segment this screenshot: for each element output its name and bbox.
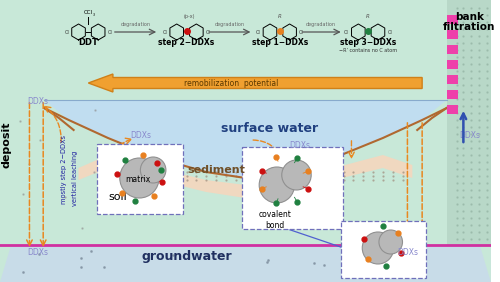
Text: degradation: degradation [214, 22, 244, 27]
Text: CCl: CCl [84, 10, 93, 15]
Bar [446, 60, 458, 69]
Bar [446, 105, 458, 114]
Text: DDXs: DDXs [130, 131, 151, 140]
Text: Cl: Cl [162, 30, 168, 35]
Text: Cl: Cl [388, 30, 392, 35]
Text: degradation: degradation [306, 22, 336, 27]
Text: Cl: Cl [299, 30, 304, 35]
Text: Cl: Cl [344, 30, 349, 35]
Text: step 1−DDXs: step 1−DDXs [252, 38, 308, 47]
Text: Cl: Cl [206, 30, 210, 35]
Text: sediment: sediment [187, 165, 245, 175]
Text: R: R [366, 14, 370, 19]
Text: Cl: Cl [108, 30, 112, 35]
Text: bank: bank [455, 12, 484, 22]
Circle shape [259, 167, 294, 203]
Text: (p-x): (p-x) [184, 14, 195, 19]
Text: soil: soil [108, 192, 127, 202]
Text: groundwater: groundwater [141, 250, 232, 263]
Text: DDXs: DDXs [27, 248, 48, 257]
Text: step 3−DDXs: step 3−DDXs [340, 38, 396, 47]
Bar [446, 45, 458, 54]
Polygon shape [78, 155, 412, 198]
Polygon shape [446, 0, 491, 245]
FancyBboxPatch shape [242, 147, 342, 229]
Circle shape [140, 157, 166, 183]
Text: Cl: Cl [64, 30, 69, 35]
Bar [446, 75, 458, 84]
Polygon shape [44, 100, 446, 178]
Bar [446, 30, 458, 39]
Text: DDXs: DDXs [27, 97, 48, 106]
Text: remobilization  potential: remobilization potential [184, 78, 278, 87]
Text: ₃: ₃ [92, 12, 94, 17]
Circle shape [362, 232, 394, 264]
Text: step 2−DDXs: step 2−DDXs [158, 38, 214, 47]
Text: R: R [278, 14, 281, 19]
Text: degradation: degradation [120, 22, 150, 27]
Bar [446, 90, 458, 99]
Text: DDT: DDT [78, 38, 98, 47]
Text: mostly step 2−DDXs: mostly step 2−DDXs [61, 135, 67, 204]
Text: −R’ contains no C atom: −R’ contains no C atom [339, 48, 397, 53]
Circle shape [120, 158, 159, 198]
Text: DDXs: DDXs [397, 248, 418, 257]
Text: DDXs: DDXs [459, 131, 480, 140]
Text: surface water: surface water [222, 122, 318, 135]
Polygon shape [0, 0, 78, 282]
Text: deposit: deposit [2, 122, 12, 168]
Text: matrix: matrix [125, 175, 150, 184]
Circle shape [379, 230, 402, 254]
FancyArrow shape [88, 74, 422, 92]
Bar [446, 15, 458, 24]
Text: Cl: Cl [256, 30, 260, 35]
Text: covalent
bond: covalent bond [258, 210, 292, 230]
Polygon shape [412, 0, 491, 282]
Polygon shape [0, 245, 491, 282]
FancyBboxPatch shape [340, 221, 426, 278]
Text: DDXs: DDXs [289, 141, 310, 150]
Text: filtration: filtration [443, 22, 496, 32]
FancyBboxPatch shape [97, 144, 182, 214]
Text: vertical leaching: vertical leaching [72, 150, 78, 206]
Circle shape [282, 160, 311, 190]
